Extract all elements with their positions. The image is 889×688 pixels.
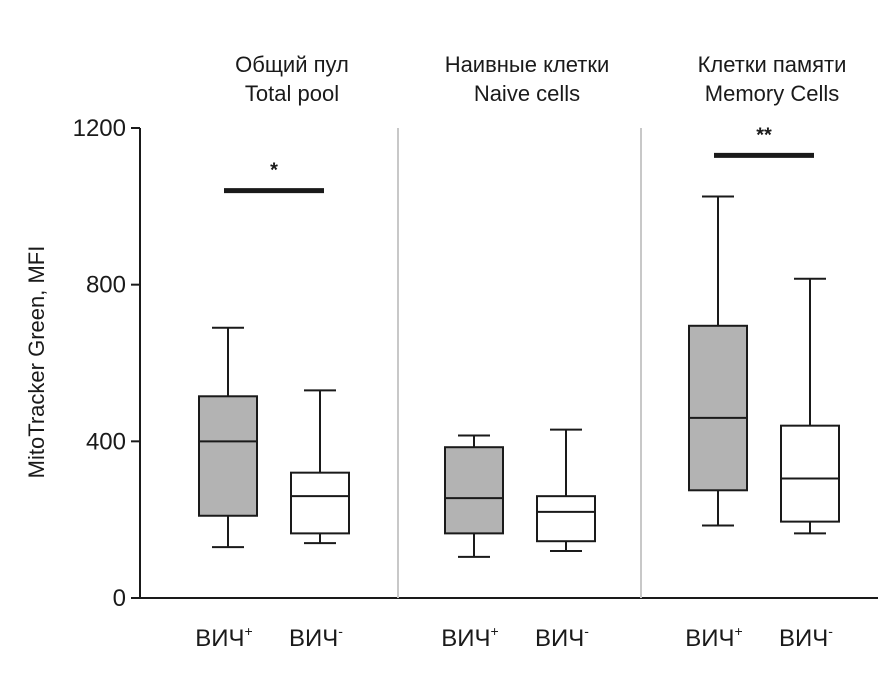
group-label: ВИЧ+ <box>441 623 498 652</box>
group-label: ВИЧ+ <box>195 623 252 652</box>
panel-title-en: Total pool <box>245 81 339 106</box>
significance-mark: ** <box>756 124 772 146</box>
box-hiv-negative <box>290 389 350 545</box>
panel-title-ru: Общий пул <box>235 52 349 77</box>
box-hiv-positive <box>444 434 504 558</box>
iqr-box <box>290 471 350 535</box>
iqr-box <box>536 495 596 543</box>
box-hiv-negative <box>780 277 840 535</box>
group-label-sup: + <box>735 623 743 639</box>
iqr-box <box>780 424 840 523</box>
group-label-sup: + <box>491 623 499 639</box>
group-label-text: ВИЧ <box>441 625 490 652</box>
group-label-sup: - <box>828 623 833 639</box>
group-label-sup: - <box>584 623 589 639</box>
group-label-text: ВИЧ <box>535 625 584 652</box>
panel-title-ru: Клетки памяти <box>698 52 847 77</box>
group-label: ВИЧ- <box>779 623 833 652</box>
group-label-text: ВИЧ <box>195 625 244 652</box>
panel-title-en: Naive cells <box>474 81 580 106</box>
box-hiv-negative <box>536 428 596 552</box>
group-label: ВИЧ+ <box>685 623 742 652</box>
group-label-sup: + <box>245 623 253 639</box>
group-label: ВИЧ- <box>535 623 589 652</box>
group-label-text: ВИЧ <box>779 625 828 652</box>
y-axis-label: MitoTracker Green, MFI <box>24 246 49 479</box>
group-label-sup: - <box>338 623 343 639</box>
y-tick-label: 800 <box>86 272 126 299</box>
box-hiv-positive <box>198 326 258 549</box>
iqr-box <box>688 324 748 492</box>
panel-title-en: Memory Cells <box>705 81 839 106</box>
axis-layer: 0 400 800 1200 <box>73 115 878 612</box>
y-tick-label: 1200 <box>73 115 126 142</box>
iqr-box <box>444 446 504 535</box>
y-tick-label: 400 <box>86 428 126 455</box>
box-hiv-positive <box>688 195 748 527</box>
group-label-text: ВИЧ <box>685 625 734 652</box>
iqr-box <box>198 395 258 517</box>
y-tick-label: 0 <box>113 585 126 612</box>
significance-mark: * <box>270 160 278 182</box>
group-label: ВИЧ- <box>289 623 343 652</box>
panel-title-ru: Наивные клетки <box>445 52 610 77</box>
group-label-text: ВИЧ <box>289 625 338 652</box>
